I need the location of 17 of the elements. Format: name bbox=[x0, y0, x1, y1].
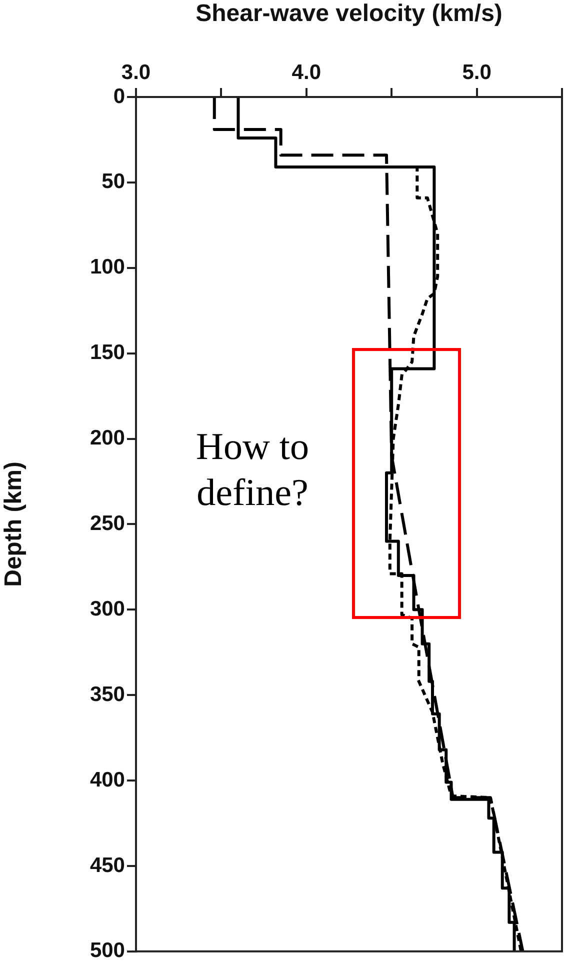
annotation: How to define? bbox=[195, 425, 310, 516]
y-tick-label: 450 bbox=[90, 854, 125, 877]
y-tick-label: 300 bbox=[90, 597, 125, 620]
y-tick-label: 150 bbox=[90, 341, 125, 364]
y-tick-label: 500 bbox=[90, 939, 125, 962]
y-tick-label: 400 bbox=[90, 768, 125, 792]
y-tick-label: 350 bbox=[90, 682, 125, 706]
y-tick-label: 50 bbox=[102, 170, 125, 194]
y-axis-title: Depth (km) bbox=[0, 462, 28, 587]
x-tick-label: 5.0 bbox=[462, 61, 492, 84]
x-axis-title: Shear-wave velocity (km/s) bbox=[196, 0, 502, 28]
x-tick-label: 3.0 bbox=[121, 61, 151, 84]
x-tick-label: 4.0 bbox=[292, 61, 321, 84]
y-tick-label: 200 bbox=[90, 426, 125, 450]
y-tick-label: 250 bbox=[90, 512, 125, 535]
y-tick-label: 0 bbox=[113, 84, 125, 108]
y-tick-label: 100 bbox=[90, 256, 125, 279]
